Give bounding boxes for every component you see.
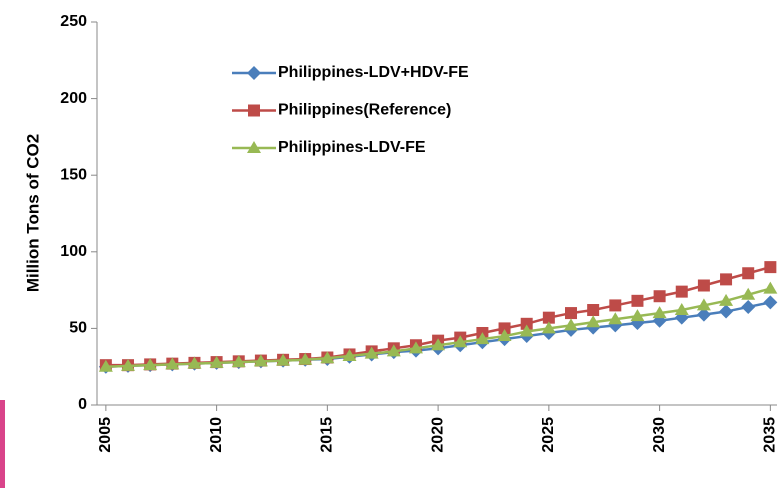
- marker: [609, 299, 622, 312]
- marker: [121, 358, 136, 371]
- marker: [276, 353, 291, 366]
- y-tick-label: 0: [78, 396, 87, 413]
- marker: [719, 304, 734, 319]
- marker: [675, 285, 688, 298]
- marker: [652, 306, 667, 319]
- x-tick-label: 2015: [319, 417, 336, 453]
- marker: [165, 357, 180, 370]
- y-tick-label: 100: [60, 243, 87, 260]
- marker: [187, 356, 202, 369]
- marker: [630, 309, 645, 322]
- marker: [741, 287, 756, 300]
- marker: [497, 329, 512, 342]
- marker: [764, 261, 777, 274]
- y-tick-label: 150: [60, 166, 87, 183]
- x-tick-label: 2035: [762, 417, 779, 453]
- marker: [498, 322, 511, 335]
- marker: [143, 358, 158, 371]
- marker: [720, 273, 733, 286]
- legend-label: Philippines-LDV+HDV-FE: [278, 64, 469, 81]
- marker: [247, 141, 261, 153]
- x-tick-label: 2025: [540, 417, 557, 453]
- marker: [719, 293, 734, 306]
- marker: [408, 341, 423, 354]
- marker: [587, 304, 600, 317]
- marker: [696, 298, 711, 311]
- edge-strip: [0, 400, 5, 488]
- marker: [608, 312, 623, 325]
- y-tick-label: 250: [60, 13, 87, 30]
- marker: [763, 281, 778, 294]
- marker: [653, 290, 666, 303]
- x-tick-label: 2010: [208, 417, 225, 453]
- marker: [98, 359, 113, 372]
- marker: [542, 311, 555, 324]
- legend-label: Philippines(Reference): [278, 102, 451, 119]
- x-tick-label: 2005: [97, 417, 114, 453]
- marker: [364, 346, 379, 359]
- marker: [231, 355, 246, 368]
- marker: [565, 307, 578, 320]
- marker: [453, 335, 468, 348]
- marker: [247, 66, 261, 80]
- marker: [763, 295, 778, 310]
- marker: [386, 344, 401, 357]
- x-tick-label: 2030: [651, 417, 668, 453]
- marker: [697, 279, 710, 292]
- marker: [520, 317, 533, 330]
- marker: [519, 324, 534, 337]
- marker: [541, 321, 556, 334]
- marker: [475, 332, 490, 345]
- x-tick-label: 2020: [429, 417, 446, 453]
- marker: [674, 303, 689, 316]
- marker: [253, 354, 268, 367]
- y-tick-label: 50: [69, 320, 87, 337]
- legend-label: Philippines-LDV-FE: [278, 139, 426, 156]
- marker: [431, 338, 446, 351]
- marker: [209, 355, 224, 368]
- marker: [742, 267, 755, 280]
- marker: [631, 294, 644, 307]
- y-axis-label: Million Tons of CO2: [23, 134, 42, 292]
- marker: [741, 299, 756, 314]
- marker: [586, 315, 601, 328]
- y-tick-label: 200: [60, 90, 87, 107]
- marker: [564, 318, 579, 331]
- marker: [342, 348, 357, 361]
- marker: [298, 352, 313, 365]
- marker: [320, 351, 335, 364]
- marker: [696, 307, 711, 322]
- marker: [248, 104, 260, 117]
